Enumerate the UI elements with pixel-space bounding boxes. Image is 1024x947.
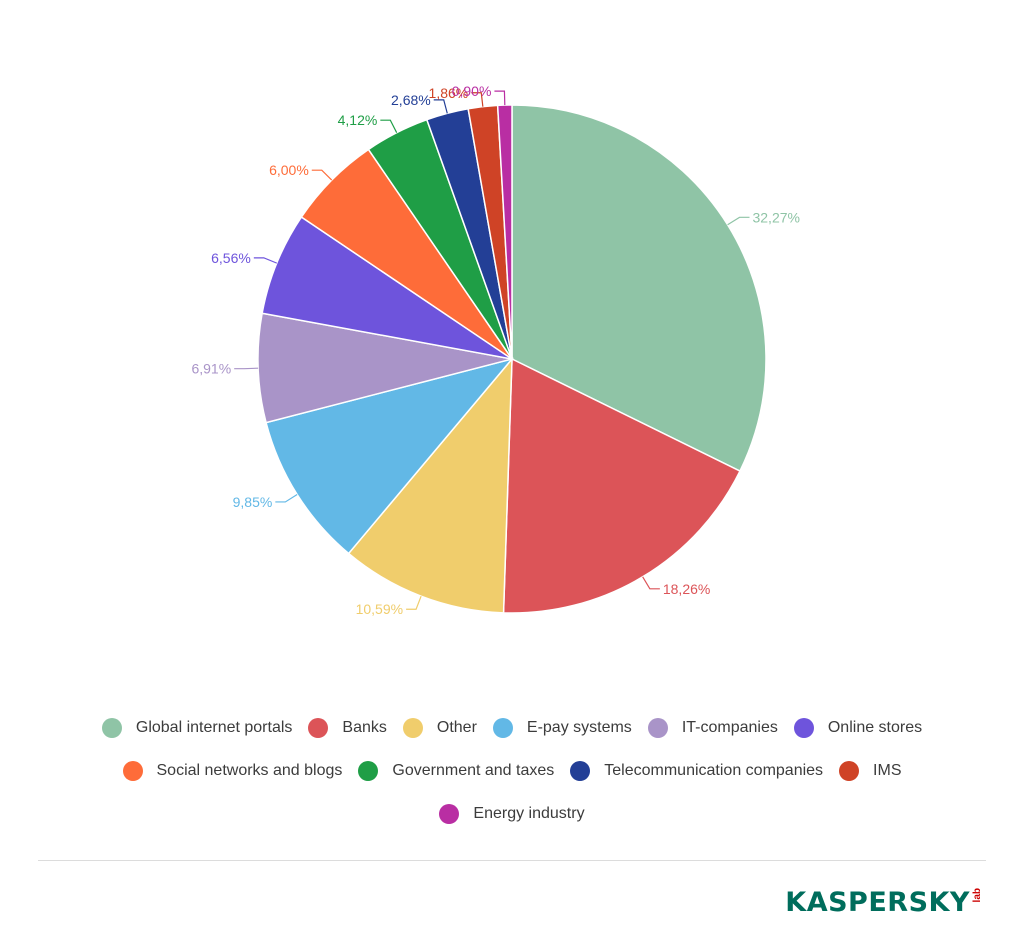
legend-label: Banks xyxy=(342,718,387,736)
legend-item-online-stores[interactable]: Online stores xyxy=(793,717,923,738)
slice-label-energy-industry: 0,90% xyxy=(452,83,492,99)
leader-line-online-stores xyxy=(253,257,278,264)
legend-item-ims[interactable]: IMS xyxy=(839,760,902,781)
leader-line-banks xyxy=(642,576,660,590)
legend-label: Other xyxy=(436,718,477,736)
legend-label: E-pay systems xyxy=(526,718,632,736)
legend-item-other[interactable]: Other xyxy=(402,717,477,738)
legend-swatch xyxy=(793,717,814,738)
legend-swatch xyxy=(402,717,423,738)
legend-swatch xyxy=(439,803,460,824)
pie-labels: 32,27% 18,26% 10,59% 9,85% 6,91% 6,56% 6,00% 4,… xyxy=(191,83,800,617)
legend-item-banks[interactable]: Banks xyxy=(308,717,387,738)
legend-label: Energy industry xyxy=(473,804,585,822)
leader-line-ims xyxy=(471,92,484,107)
leader-line-social-networks-and-blogs xyxy=(311,169,333,181)
pie-chart: 32,27% 18,26% 10,59% 9,85% 6,91% 6,56% 6,00% 4,… xyxy=(191,83,800,617)
pie-slice-other xyxy=(347,356,513,614)
legend-swatch xyxy=(358,760,379,781)
leader-line-it-companies xyxy=(234,367,259,370)
footer-divider xyxy=(38,860,986,861)
legend-row: Social networks and blogs Government and … xyxy=(115,749,910,792)
slice-label-online-stores: 6,56% xyxy=(211,250,251,266)
slice-label-ims: 1,86% xyxy=(429,85,469,101)
legend-swatch xyxy=(492,717,513,738)
legend-item-energy-industry[interactable]: Energy industry xyxy=(439,803,585,824)
pie-slice-banks xyxy=(502,357,741,614)
chart-legend: Global internet portals Banks Other E-pay s… xyxy=(60,706,964,835)
legend-item-government-and-taxes[interactable]: Government and taxes xyxy=(358,760,555,781)
legend-swatch xyxy=(570,760,591,781)
legend-item-global-internet-portals[interactable]: Global internet portals xyxy=(101,717,293,738)
legend-item-telecommunication-companies[interactable]: Telecommunication companies xyxy=(570,760,824,781)
legend-row: Global internet portals Banks Other E-pay s… xyxy=(94,706,930,749)
legend-label: Government and taxes xyxy=(392,761,555,779)
leader-line-other xyxy=(406,595,422,610)
slice-label-social-networks-and-blogs: 6,00% xyxy=(269,162,309,178)
legend-swatch xyxy=(839,760,860,781)
slice-label-e-pay-systems: 9,85% xyxy=(233,494,273,510)
slice-label-telecommunication-companies: 2,68% xyxy=(391,92,431,108)
leader-line-e-pay-systems xyxy=(275,493,298,503)
leader-line-government-and-taxes xyxy=(380,119,398,133)
legend-swatch xyxy=(647,717,668,738)
legend-swatch xyxy=(101,717,122,738)
slice-label-other: 10,59% xyxy=(356,601,403,617)
legend-label: Social networks and blogs xyxy=(156,761,343,779)
leader-line-telecommunication-companies xyxy=(433,99,448,114)
slice-label-government-and-taxes: 4,12% xyxy=(338,112,378,128)
logo-sub-mark: lab xyxy=(972,888,983,903)
slice-label-global-internet-portals: 32,27% xyxy=(752,209,799,225)
slice-label-it-companies: 6,91% xyxy=(191,361,231,377)
legend-label: Online stores xyxy=(827,718,923,736)
legend-label: IT-companies xyxy=(681,718,778,736)
slice-label-banks: 18,26% xyxy=(663,581,710,597)
kaspersky-lab-logo: KASPERSKY lab xyxy=(785,887,984,923)
leader-line-energy-industry xyxy=(494,90,506,106)
legend-row: Energy industry xyxy=(431,792,592,835)
legend-swatch xyxy=(122,760,143,781)
legend-label: Telecommunication companies xyxy=(604,761,824,779)
pie-slice-global-internet-portals xyxy=(511,104,767,473)
pie-slice-it-companies xyxy=(257,312,513,424)
legend-item-e-pay-systems[interactable]: E-pay systems xyxy=(492,717,632,738)
legend-item-social-networks-and-blogs[interactable]: Social networks and blogs xyxy=(122,760,343,781)
legend-label: Global internet portals xyxy=(135,718,293,736)
legend-item-it-companies[interactable]: IT-companies xyxy=(647,717,778,738)
pie-slices xyxy=(257,104,767,614)
leader-line-global-internet-portals xyxy=(727,216,750,226)
legend-label: IMS xyxy=(873,761,902,779)
legend-swatch xyxy=(308,717,329,738)
logo-wordmark: KASPERSKY xyxy=(785,887,970,918)
